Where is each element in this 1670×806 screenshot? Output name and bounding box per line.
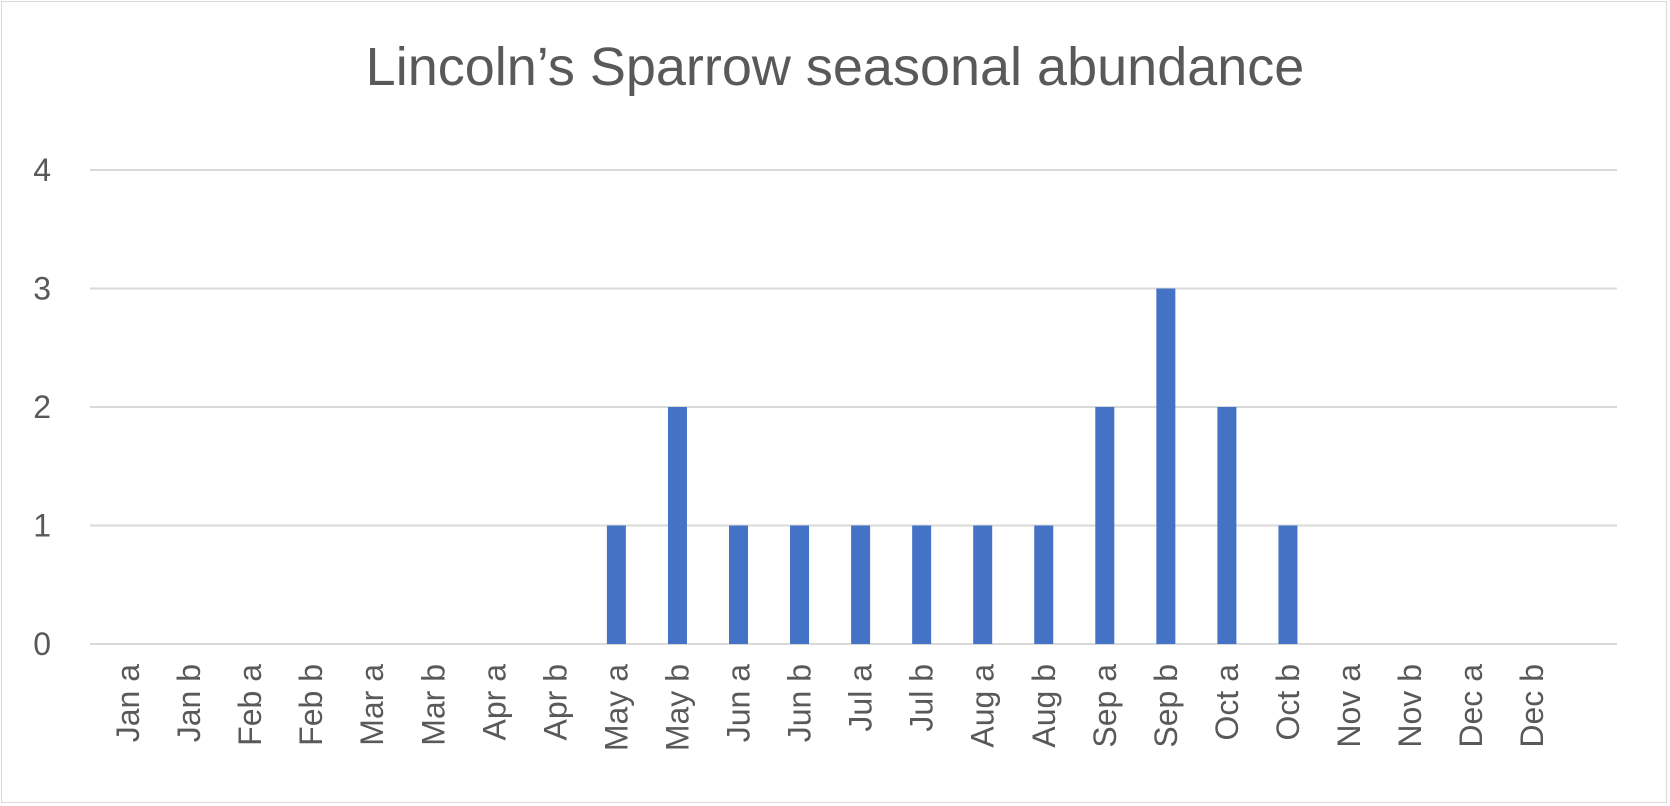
x-tick-label: Aug b <box>1026 664 1062 748</box>
x-tick-label: Jul b <box>904 664 940 732</box>
x-tick-label: Sep a <box>1087 664 1123 748</box>
x-tick-label: May b <box>659 664 695 751</box>
x-tick-label: Oct a <box>1209 664 1245 741</box>
y-tick-label: 2 <box>33 389 51 425</box>
x-tick-label: Jan b <box>171 664 207 742</box>
bars <box>606 288 1298 644</box>
bar <box>912 525 932 644</box>
y-tick-label: 0 <box>33 626 51 662</box>
y-tick-label: 4 <box>33 152 51 188</box>
bar <box>1034 525 1054 644</box>
x-tick-label: Mar a <box>354 664 390 746</box>
chart-title: Lincoln’s Sparrow seasonal abundance <box>365 37 1305 97</box>
x-tick-label: Oct b <box>1270 664 1306 740</box>
bar <box>729 525 748 644</box>
x-tick-label: Jun a <box>721 664 757 742</box>
x-tick-label: Feb a <box>232 664 268 746</box>
x-tick-label: Jan a <box>110 664 146 742</box>
bar <box>851 525 871 644</box>
bar <box>1278 525 1298 644</box>
bar <box>790 525 810 644</box>
x-tick-label: May a <box>598 664 634 751</box>
bar <box>1095 407 1115 644</box>
x-tick-label: Apr a <box>476 664 512 741</box>
x-tick-label: Feb b <box>293 664 329 746</box>
bar <box>606 525 626 644</box>
x-tick-label: Sep b <box>1148 664 1184 748</box>
y-tick-label: 3 <box>33 271 51 307</box>
y-tick-label: 1 <box>33 508 51 544</box>
x-tick-label: Nov a <box>1331 664 1367 748</box>
x-tick-label: Mar b <box>415 664 451 746</box>
x-tick-label: Dec a <box>1453 664 1489 748</box>
x-tick-label: Jul a <box>843 664 879 732</box>
x-tick-label: Apr b <box>537 664 573 740</box>
x-tick-label: Aug a <box>965 664 1001 748</box>
x-tick-label: Dec b <box>1514 664 1550 748</box>
y-axis-tick-labels: 0 1 2 3 4 <box>33 152 51 662</box>
bar <box>1156 288 1176 644</box>
x-tick-label: Jun b <box>782 664 818 742</box>
bar <box>667 407 687 644</box>
x-axis-tick-labels: Jan a Jan b Feb a Feb b Mar a Mar b Apr a Apr b… <box>110 664 1550 751</box>
bar <box>973 525 993 644</box>
x-tick-label: Nov b <box>1392 664 1428 748</box>
bar <box>1217 407 1237 644</box>
